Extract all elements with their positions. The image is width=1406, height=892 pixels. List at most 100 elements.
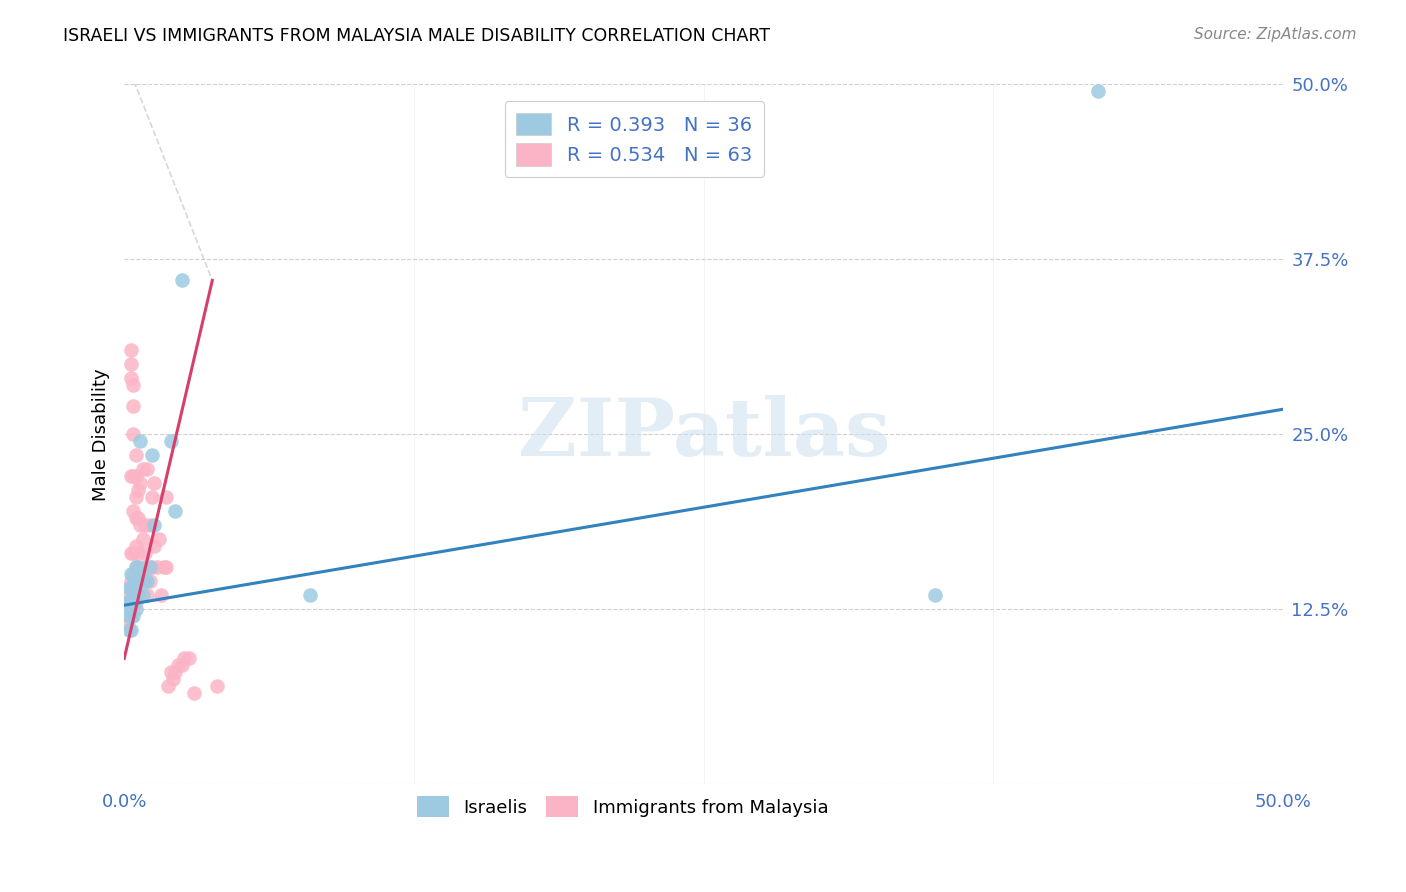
Point — [127, 546, 149, 560]
Point — [115, 589, 138, 603]
Point — [138, 574, 160, 589]
Point — [125, 540, 148, 554]
Point — [143, 518, 166, 533]
Point — [145, 560, 167, 574]
Point — [159, 434, 181, 449]
Point — [129, 574, 152, 589]
Point — [205, 680, 228, 694]
Point — [127, 560, 149, 574]
Point — [122, 378, 145, 392]
Point — [122, 582, 145, 596]
Point — [127, 483, 149, 498]
Point — [118, 624, 141, 638]
Point — [125, 560, 148, 574]
Text: ISRAELI VS IMMIGRANTS FROM MALAYSIA MALE DISABILITY CORRELATION CHART: ISRAELI VS IMMIGRANTS FROM MALAYSIA MALE… — [63, 27, 770, 45]
Point — [125, 595, 148, 609]
Point — [148, 533, 170, 547]
Point — [172, 273, 194, 287]
Point — [127, 589, 149, 603]
Point — [924, 589, 946, 603]
Point — [127, 574, 149, 589]
Point — [120, 567, 142, 582]
Point — [125, 589, 148, 603]
Point — [122, 427, 145, 442]
Point — [115, 616, 138, 631]
Point — [122, 400, 145, 414]
Point — [125, 574, 148, 589]
Point — [132, 560, 155, 574]
Point — [129, 574, 152, 589]
Point — [173, 651, 195, 665]
Point — [125, 560, 148, 574]
Point — [298, 589, 321, 603]
Point — [1087, 85, 1109, 99]
Point — [141, 491, 163, 505]
Point — [120, 574, 142, 589]
Point — [127, 574, 149, 589]
Point — [132, 533, 155, 547]
Point — [165, 665, 187, 680]
Point — [136, 560, 159, 574]
Point — [120, 371, 142, 385]
Point — [127, 511, 149, 525]
Point — [120, 595, 142, 609]
Point — [118, 595, 141, 609]
Point — [136, 589, 159, 603]
Point — [118, 609, 141, 624]
Point — [122, 546, 145, 560]
Point — [134, 574, 156, 589]
Point — [152, 560, 174, 574]
Point — [118, 582, 141, 596]
Point — [115, 602, 138, 616]
Point — [127, 589, 149, 603]
Point — [120, 624, 142, 638]
Point — [138, 560, 160, 574]
Point — [179, 651, 201, 665]
Point — [120, 582, 142, 596]
Point — [122, 567, 145, 582]
Point — [125, 449, 148, 463]
Point — [166, 658, 188, 673]
Point — [125, 469, 148, 483]
Point — [118, 595, 141, 609]
Point — [125, 491, 148, 505]
Point — [125, 602, 148, 616]
Point — [120, 469, 142, 483]
Point — [120, 609, 142, 624]
Point — [172, 658, 194, 673]
Point — [122, 574, 145, 589]
Point — [122, 609, 145, 624]
Point — [165, 504, 187, 518]
Text: ZIPatlas: ZIPatlas — [517, 395, 890, 474]
Point — [155, 491, 177, 505]
Legend: Israelis, Immigrants from Malaysia: Israelis, Immigrants from Malaysia — [409, 789, 835, 824]
Point — [136, 574, 159, 589]
Point — [129, 518, 152, 533]
Point — [115, 595, 138, 609]
Point — [120, 358, 142, 372]
Point — [132, 462, 155, 476]
Point — [162, 673, 184, 687]
Y-axis label: Male Disability: Male Disability — [93, 368, 110, 500]
Point — [129, 434, 152, 449]
Point — [122, 469, 145, 483]
Point — [141, 560, 163, 574]
Point — [122, 595, 145, 609]
Point — [141, 449, 163, 463]
Point — [120, 343, 142, 358]
Point — [136, 462, 159, 476]
Text: Source: ZipAtlas.com: Source: ZipAtlas.com — [1194, 27, 1357, 42]
Point — [150, 589, 173, 603]
Point — [159, 665, 181, 680]
Point — [155, 560, 177, 574]
Point — [134, 518, 156, 533]
Point — [134, 546, 156, 560]
Point — [183, 686, 205, 700]
Point — [129, 476, 152, 491]
Point — [138, 518, 160, 533]
Point — [122, 504, 145, 518]
Point — [143, 476, 166, 491]
Point — [125, 511, 148, 525]
Point — [157, 680, 180, 694]
Point — [118, 582, 141, 596]
